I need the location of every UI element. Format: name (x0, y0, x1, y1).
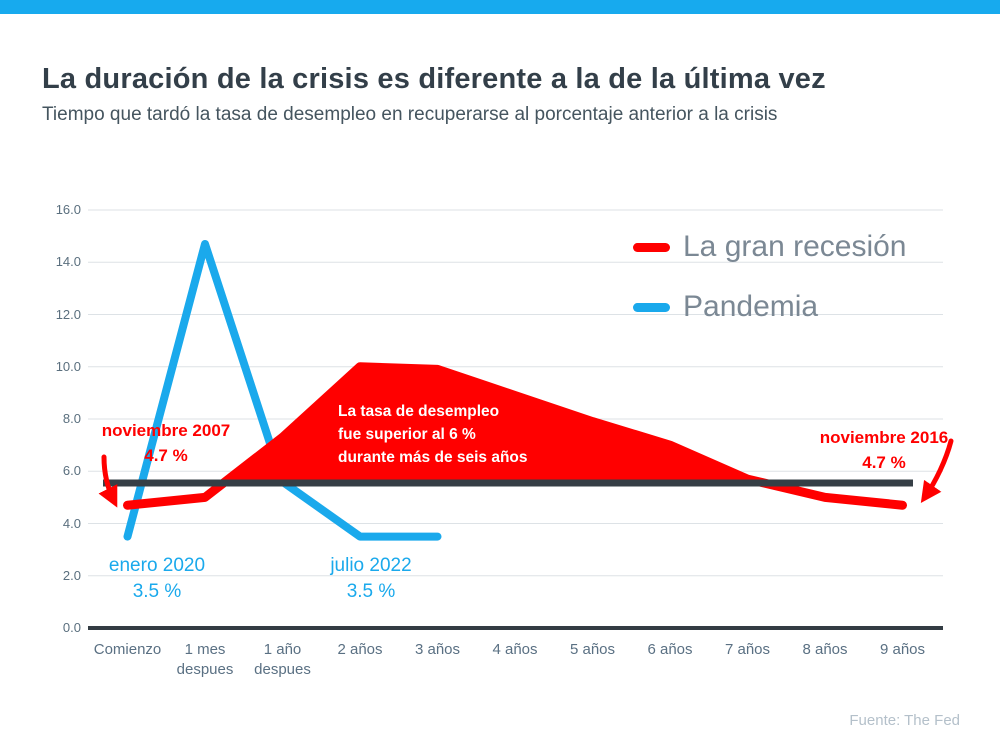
x-axis-label: 6 años (647, 641, 693, 658)
recession-legend-dash-icon (633, 242, 670, 252)
legend-item-pandemic: Pandemia (633, 289, 818, 325)
x-axis-label: 9 años (879, 641, 926, 658)
x-axis-label: Comienzo (93, 641, 162, 658)
y-axis-label: 2.0 (62, 567, 81, 583)
y-axis-label: 10.0 (55, 358, 81, 374)
x-axis-label: 3 años (414, 641, 461, 658)
y-axis-label: 16.0 (55, 202, 81, 217)
x-axis-label: 5 años (569, 641, 616, 658)
annotation-pandemic-end: julio 2022 3.5 % (330, 555, 412, 602)
x-axis-label: 7 años (724, 641, 771, 658)
area-fill-la-gran-recesi-n (223, 366, 765, 484)
arrow-to-recession-end (920, 438, 954, 504)
legend-label-pandemic: Pandemia (683, 290, 819, 323)
arrow-to-recession-start (98, 454, 118, 508)
legend-item-recession: La gran recesión (633, 229, 906, 265)
y-axis-label: 8.0 (62, 411, 81, 426)
legend-label-recession: La gran recesión (683, 230, 907, 263)
x-axis-label: 8 años (802, 641, 848, 658)
annotation-pandemic-start: enero 2020 3.5 % (108, 555, 206, 602)
y-axis-label: 4.0 (62, 515, 81, 531)
top-accent-bar (0, 0, 1000, 14)
x-axis-label: 1 mes despues (176, 641, 234, 678)
page-subtitle: Tiempo que tardó la tasa de desempleo en… (42, 104, 778, 125)
pandemic-legend-dash-icon (633, 302, 670, 312)
annotation-recession-start: noviembre 2007 4.7 % (101, 421, 231, 465)
y-axis-label: 0.0 (62, 620, 81, 635)
y-axis-label: 12.0 (55, 306, 81, 322)
page-title: La duración de la crisis es diferente a … (42, 63, 826, 96)
x-axis-label: 4 años (492, 641, 538, 658)
y-axis-label: 14.0 (55, 254, 81, 270)
source-credit: Fuente: The Fed (849, 712, 960, 729)
annotation-recession-end: noviembre 2016 4.7 % (819, 428, 949, 472)
x-axis-label: 2 años (337, 641, 383, 658)
x-axis-label: 1 año despues (254, 641, 311, 678)
y-axis-label: 6.0 (62, 463, 81, 479)
annotation-area-note: La tasa de desempleo fue superior al 6 %… (338, 403, 528, 466)
